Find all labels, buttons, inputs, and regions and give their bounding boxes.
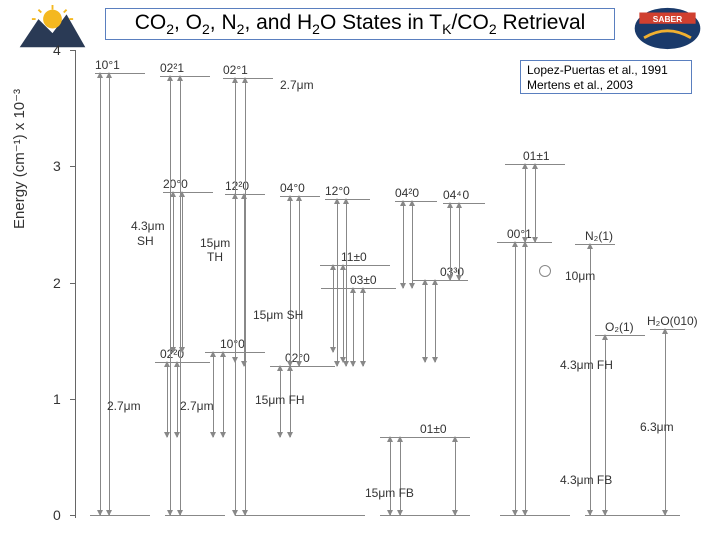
transition-arrow xyxy=(400,437,401,515)
level-label: 01±0 xyxy=(420,422,447,436)
level-label: 02²1 xyxy=(160,61,184,75)
transition-arrow xyxy=(435,280,436,361)
transition-arrow xyxy=(525,242,526,515)
annotation: SH xyxy=(137,234,154,248)
transition-arrow xyxy=(525,164,526,242)
annotation: 15μm FH xyxy=(255,393,305,407)
annotation: 15μm SH xyxy=(253,308,303,322)
transition-arrow xyxy=(244,194,245,366)
annotation: 15μm xyxy=(200,236,230,250)
transition-arrow xyxy=(213,352,214,437)
level-label: 02°1 xyxy=(223,63,248,77)
energy-level xyxy=(575,244,615,245)
level-label: 04⁴ 0 xyxy=(443,188,469,202)
energy-level xyxy=(235,515,365,516)
transition-arrow xyxy=(245,78,246,515)
transition-arrow xyxy=(109,73,110,515)
level-label: 03±0 xyxy=(350,273,377,287)
annotation: 6.3μm xyxy=(640,420,674,434)
y-tick-label: 3 xyxy=(53,158,61,174)
transition-arrow xyxy=(337,199,338,366)
transition-arrow xyxy=(363,288,364,366)
transition-arrow xyxy=(235,194,236,361)
transition-arrow xyxy=(167,362,168,438)
annotation: 15μm FB xyxy=(365,486,414,500)
level-label: O₂(1) xyxy=(605,320,634,334)
annotation: 2.7μm xyxy=(280,78,314,92)
transition-arrow xyxy=(515,242,516,515)
level-label: 04°0 xyxy=(280,181,305,195)
y-axis-label: Energy (cm⁻¹) x 10⁻³ xyxy=(10,89,28,229)
level-label: 20°0 xyxy=(163,177,188,191)
y-tick xyxy=(70,166,75,167)
level-label: 12°0 xyxy=(325,184,350,198)
y-axis xyxy=(75,50,76,518)
annotation: 10μm xyxy=(565,269,595,283)
title-text: CO2, O2, N2, and H2O States in TK/CO2 Re… xyxy=(135,11,586,37)
level-label: N₂(1) xyxy=(585,229,613,243)
annotation: 4.3μm FH xyxy=(560,358,613,372)
y-tick xyxy=(70,50,75,51)
level-label: 10°0 xyxy=(220,337,245,351)
annotation: 2.7μm xyxy=(107,399,141,413)
open-circle-marker xyxy=(539,265,551,277)
transition-arrow xyxy=(333,265,334,352)
transition-arrow xyxy=(412,201,413,288)
annotation: 2.7μm xyxy=(180,399,214,413)
y-tick-label: 4 xyxy=(53,42,61,58)
transition-arrow xyxy=(180,76,181,515)
y-tick-label: 2 xyxy=(53,275,61,291)
transition-arrow xyxy=(353,288,354,366)
transition-arrow xyxy=(459,203,460,280)
transition-arrow xyxy=(535,164,536,242)
transition-arrow xyxy=(170,76,171,515)
y-tick xyxy=(70,399,75,400)
transition-arrow xyxy=(403,201,404,288)
transition-arrow xyxy=(455,437,456,515)
level-label: 01±1 xyxy=(523,149,550,163)
y-tick-label: 1 xyxy=(53,391,61,407)
energy-diagram: Energy (cm⁻¹) x 10⁻³ 01234 10°102²102°12… xyxy=(75,50,695,525)
transition-arrow xyxy=(182,192,183,352)
y-tick-label: 0 xyxy=(53,507,61,523)
annotation: 4.3μm xyxy=(131,219,165,233)
energy-level xyxy=(500,515,570,516)
level-label: 11±0 xyxy=(341,250,367,264)
transition-arrow xyxy=(450,203,451,280)
transition-arrow xyxy=(343,265,344,361)
transition-arrow xyxy=(299,196,300,366)
level-label: 04²0 xyxy=(395,186,419,200)
transition-arrow xyxy=(290,196,291,366)
page-title: CO2, O2, N2, and H2O States in TK/CO2 Re… xyxy=(105,8,615,40)
annotation: TH xyxy=(207,250,223,264)
annotation: 4.3μm FB xyxy=(560,473,612,487)
logo-right: SABER xyxy=(630,5,705,50)
transition-arrow xyxy=(346,199,347,366)
svg-text:SABER: SABER xyxy=(653,14,682,24)
transition-arrow xyxy=(173,192,174,352)
level-label: 00°1 xyxy=(507,227,532,241)
energy-level xyxy=(223,78,273,79)
y-tick xyxy=(70,515,75,516)
transition-arrow xyxy=(177,362,178,438)
transition-arrow xyxy=(100,73,101,515)
transition-arrow xyxy=(390,437,391,515)
energy-level xyxy=(165,515,225,516)
level-label: H₂O(010) xyxy=(647,314,698,328)
transition-arrow xyxy=(223,352,224,437)
transition-arrow xyxy=(425,280,426,361)
y-tick xyxy=(70,283,75,284)
mission-badge-icon: SABER xyxy=(630,5,705,52)
level-label: 10°1 xyxy=(95,58,120,72)
